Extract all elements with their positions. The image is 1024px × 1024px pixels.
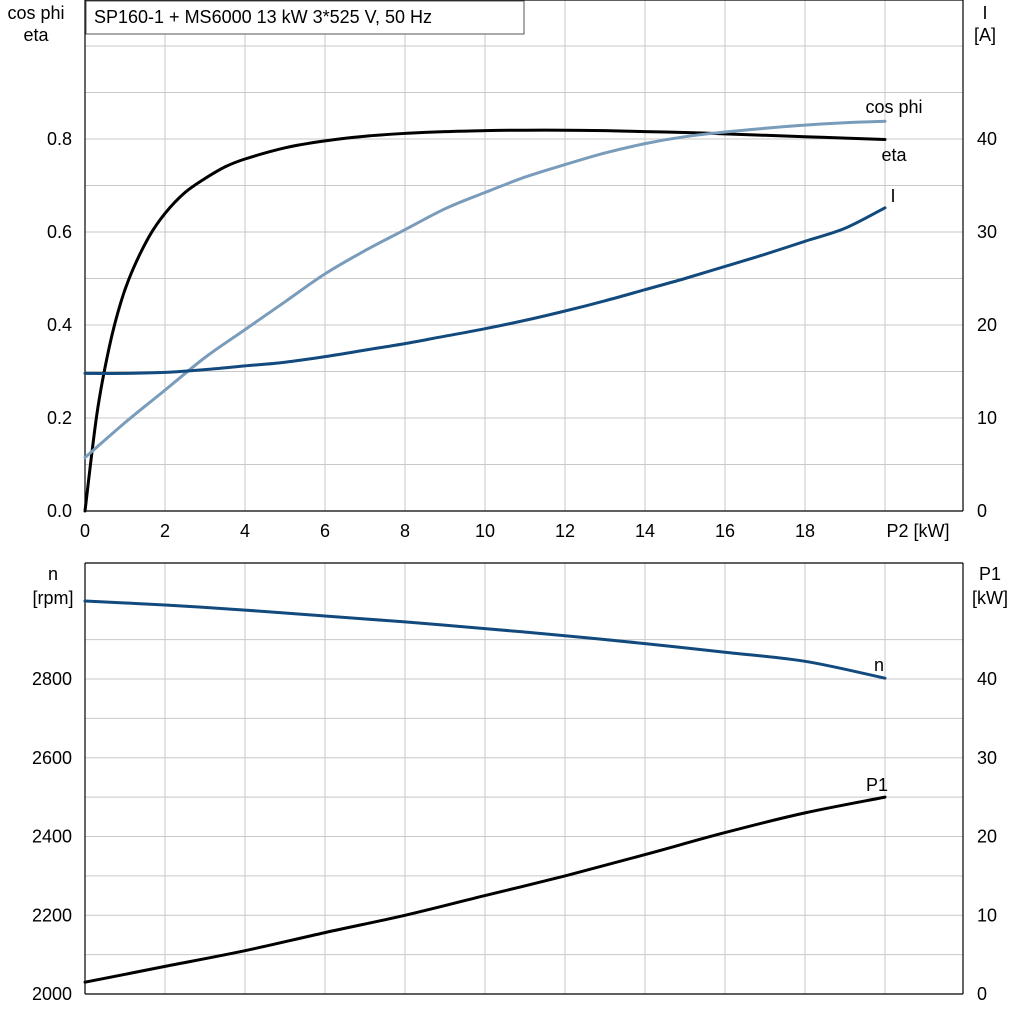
chart-title-box bbox=[85, 0, 525, 35]
x-tick-label: 16 bbox=[715, 521, 735, 541]
bottom-right-axis-label-1: P1 bbox=[979, 564, 1001, 584]
series-label-i: I bbox=[890, 186, 895, 206]
bottom-left-tick-label: 2600 bbox=[32, 748, 72, 768]
top-right-tick-label: 20 bbox=[977, 315, 997, 335]
x-axis-label: P2 [kW] bbox=[886, 521, 949, 541]
x-tick-label: 18 bbox=[795, 521, 815, 541]
bottom-right-tick-label: 30 bbox=[977, 748, 997, 768]
top-right-tick-label: 10 bbox=[977, 408, 997, 428]
top-left-tick-label: 0.4 bbox=[47, 315, 72, 335]
top-left-tick-label: 0.6 bbox=[47, 222, 72, 242]
x-tick-label: 14 bbox=[635, 521, 655, 541]
bottom-right-axis-label-2: [kW] bbox=[972, 588, 1008, 608]
top-right-tick-label: 0 bbox=[977, 501, 987, 521]
series-label-eta: eta bbox=[881, 145, 907, 165]
top-right-tick-label: 40 bbox=[977, 129, 997, 149]
bottom-right-tick-label: 10 bbox=[977, 905, 997, 925]
top-left-axis-label-2: eta bbox=[23, 25, 49, 45]
x-tick-label: 0 bbox=[80, 521, 90, 541]
bottom-left-tick-label: 2800 bbox=[32, 669, 72, 689]
top-left-tick-label: 0.0 bbox=[47, 501, 72, 521]
chart-title: SP160-1 + MS6000 13 kW 3*525 V, 50 Hz bbox=[94, 7, 432, 27]
series-i-line bbox=[83, 206, 887, 375]
x-tick-label: 2 bbox=[160, 521, 170, 541]
x-tick-label: 12 bbox=[555, 521, 575, 541]
series-p1-line bbox=[83, 795, 887, 984]
bottom-right-tick-label: 20 bbox=[977, 827, 997, 847]
bottom-left-axis-label-1: n bbox=[48, 564, 58, 584]
top-right-tick-label: 30 bbox=[977, 222, 997, 242]
series-label-p1: P1 bbox=[866, 775, 888, 795]
bottom-right-tick-label: 0 bbox=[977, 984, 987, 1004]
series-label-cos-phi: cos phi bbox=[865, 97, 922, 117]
series-n-line bbox=[83, 599, 887, 680]
bottom-left-tick-label: 2400 bbox=[32, 827, 72, 847]
bottom-left-tick-label: 2200 bbox=[32, 905, 72, 925]
x-tick-label: 4 bbox=[240, 521, 250, 541]
x-tick-label: 6 bbox=[320, 521, 330, 541]
top-right-axis-label-2: [A] bbox=[974, 25, 996, 45]
top-left-tick-label: 0.8 bbox=[47, 129, 72, 149]
x-tick-label: 10 bbox=[475, 521, 495, 541]
top-left-tick-label: 0.2 bbox=[47, 408, 72, 428]
x-tick-label: 8 bbox=[400, 521, 410, 541]
series-cos-phi-line bbox=[83, 119, 887, 459]
top-left-axis-label-1: cos phi bbox=[7, 3, 64, 23]
bottom-left-axis-label-2: [rpm] bbox=[32, 588, 73, 608]
top-right-axis-label-1: I bbox=[982, 3, 987, 23]
series-label-n: n bbox=[874, 655, 884, 675]
bottom-left-tick-label: 2000 bbox=[32, 984, 72, 1004]
bottom-right-tick-label: 40 bbox=[977, 669, 997, 689]
